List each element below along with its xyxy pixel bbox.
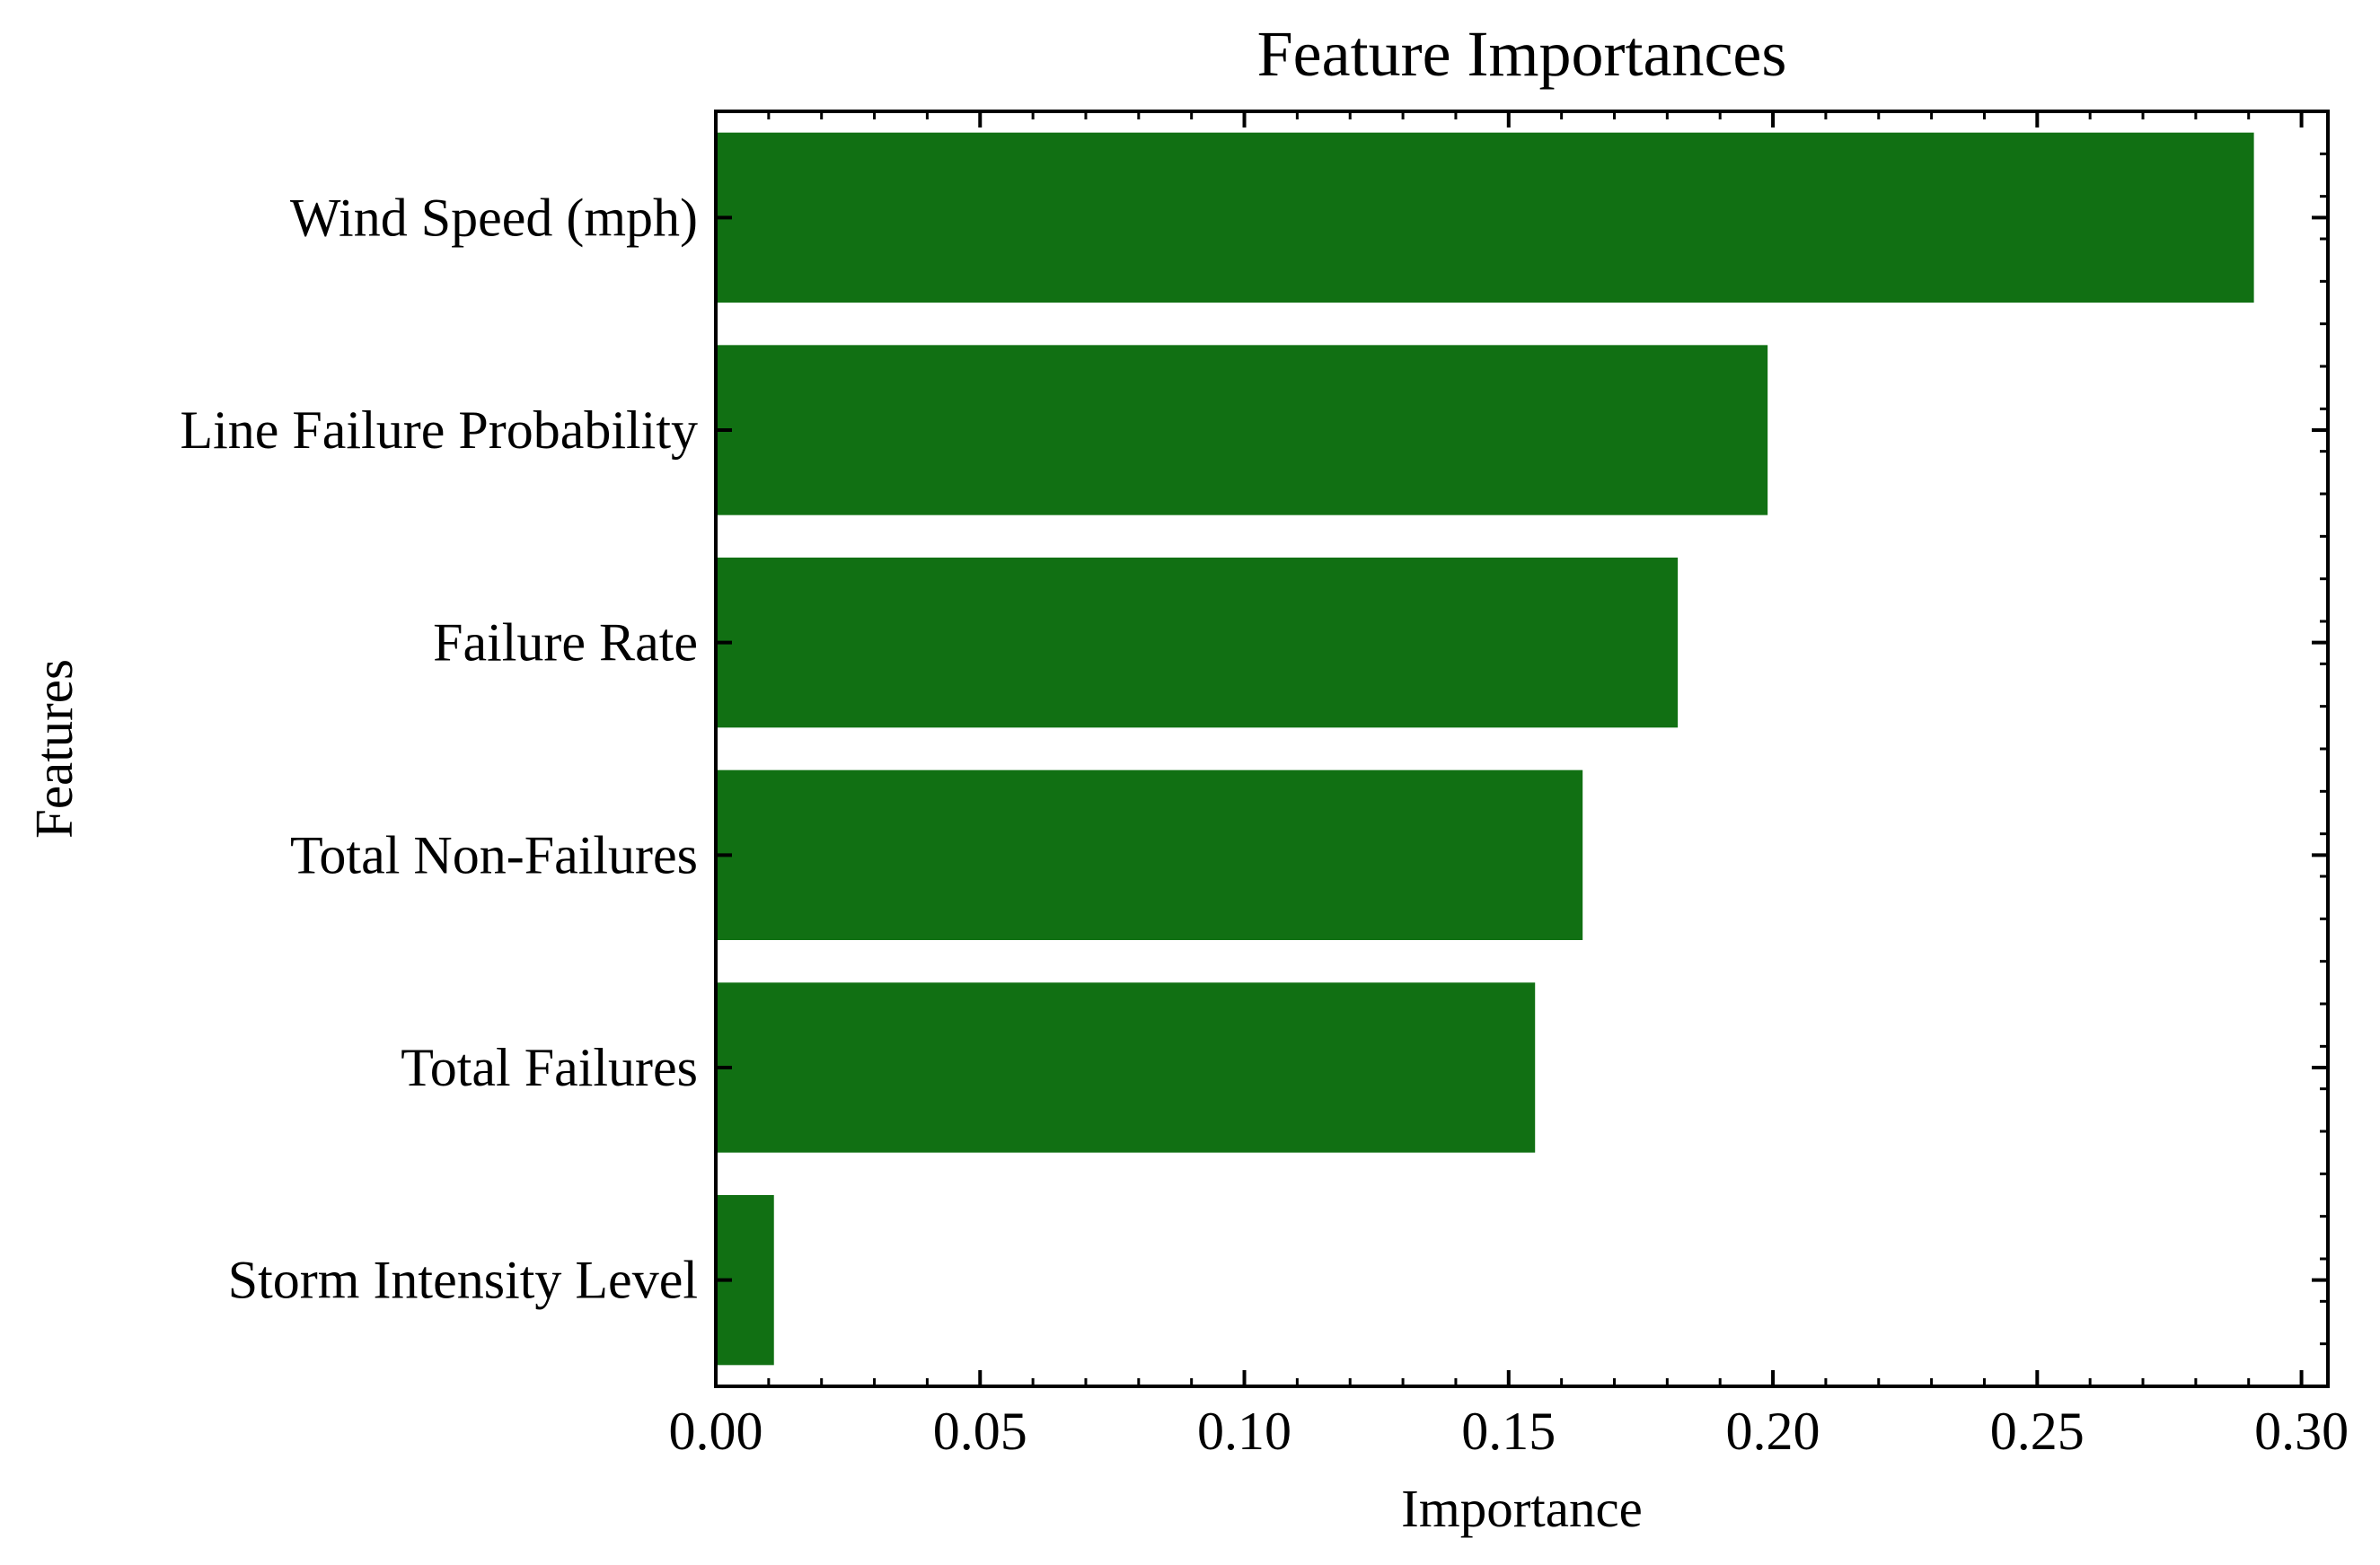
- category-label-5: Storm Intensity Level: [228, 1251, 698, 1310]
- bars-group: [716, 132, 2254, 1366]
- category-label-1: Line Failure Probability: [180, 400, 698, 460]
- x-tick-label-3: 0.15: [1461, 1402, 1556, 1461]
- chart-title: Feature Importances: [1257, 18, 1787, 90]
- x-tick-labels: 0.00 0.05 0.10 0.15 0.20 0.25 0.30: [669, 1402, 2349, 1461]
- category-label-0: Wind Speed (mph): [290, 188, 698, 247]
- x-tick-label-2: 0.10: [1197, 1402, 1291, 1461]
- x-tick-label-0: 0.00: [669, 1402, 763, 1461]
- bar-0: [716, 132, 2254, 303]
- x-tick-label-4: 0.20: [1726, 1402, 1820, 1461]
- bar-3: [716, 769, 1583, 940]
- category-labels: Wind Speed (mph) Line Failure Probability…: [180, 188, 698, 1309]
- category-label-4: Total Failures: [401, 1038, 698, 1097]
- x-tick-label-1: 0.05: [933, 1402, 1027, 1461]
- y-axis-label: Features: [24, 659, 84, 839]
- bar-1: [716, 345, 1768, 515]
- x-tick-label-6: 0.30: [2254, 1402, 2349, 1461]
- x-tick-label-5: 0.25: [1990, 1402, 2085, 1461]
- x-axis-label: Importance: [1401, 1479, 1643, 1538]
- category-label-2: Failure Rate: [433, 613, 698, 673]
- category-label-3: Total Non-Failures: [290, 825, 698, 884]
- bar-4: [716, 982, 1536, 1153]
- plot-frame: [714, 110, 2330, 1388]
- bar-2: [716, 558, 1679, 728]
